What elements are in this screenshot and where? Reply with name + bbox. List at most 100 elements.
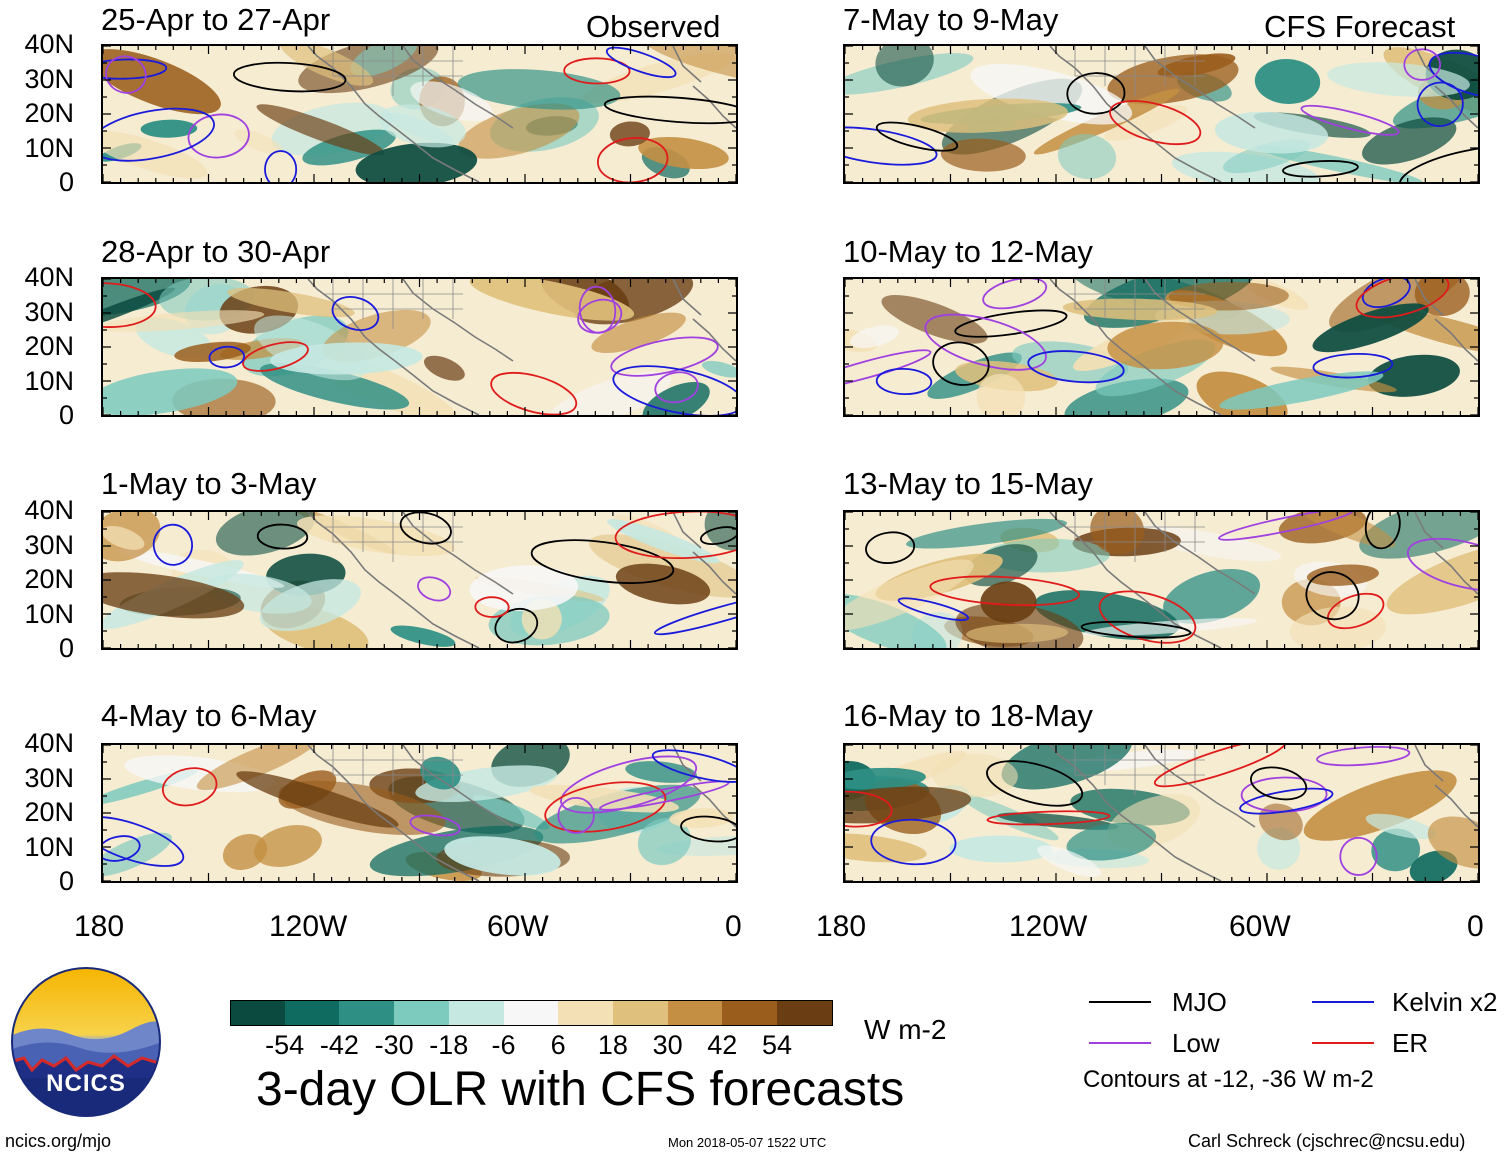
wave-contour xyxy=(603,95,736,125)
olr-anomaly-blob xyxy=(1386,540,1478,615)
wave-contour xyxy=(1109,100,1202,146)
olr-anomaly-blob xyxy=(1082,618,1258,636)
olr-anomaly-blob xyxy=(1329,279,1467,333)
olr-anomaly-blob xyxy=(457,69,621,110)
olr-anomaly-blob xyxy=(845,833,927,863)
wave-contour xyxy=(610,336,719,377)
olr-anomaly-blob xyxy=(1359,512,1478,559)
olr-anomaly-blob xyxy=(1163,568,1261,624)
colorbar-swatch xyxy=(722,1000,778,1026)
axis-ticks xyxy=(845,46,1478,182)
olr-map xyxy=(103,512,736,648)
olr-anomaly-blob xyxy=(254,824,322,868)
x-label-120w-right: 120W xyxy=(1009,910,1088,943)
colorbar-label: 54 xyxy=(761,1030,793,1060)
olr-map xyxy=(845,279,1478,415)
axis-ticks xyxy=(103,46,736,182)
wave-contour xyxy=(1355,279,1450,319)
panel-title-fcst-4: 16-May to 18-May xyxy=(843,698,1093,733)
x-label-60w-left: 60W xyxy=(487,910,549,943)
axis-ticks xyxy=(845,279,1478,415)
y-axis-label: 10N xyxy=(24,132,74,163)
olr-anomaly-blob xyxy=(103,572,245,619)
wave-contour xyxy=(232,61,347,93)
colorbar-swatch xyxy=(777,1000,834,1026)
colorbar-units: W m-2 xyxy=(864,1014,947,1045)
forecast-header: CFS Forecast xyxy=(1264,9,1456,44)
wave-contour xyxy=(954,309,1068,338)
panel-title-fcst-3: 13-May to 15-May xyxy=(843,466,1093,501)
olr-anomaly-blob xyxy=(469,565,579,612)
coastline xyxy=(1049,745,1478,881)
map-panel-fcst-3 xyxy=(843,510,1480,650)
wave-contour xyxy=(399,512,452,545)
footer-right: Carl Schreck (cjschrec@ncsu.edu) xyxy=(1188,1131,1466,1151)
wave-contour xyxy=(1428,51,1478,99)
ncics-logo-text: NCICS xyxy=(46,1070,126,1097)
y-axis-label: 10N xyxy=(24,831,74,862)
y-axis-label: 0 xyxy=(58,866,74,896)
wave-contour xyxy=(208,345,246,369)
olr-anomaly-blob xyxy=(1371,828,1421,872)
wave-contour xyxy=(1327,592,1385,630)
colorbar-label: -54 xyxy=(265,1030,305,1060)
olr-anomaly-blob xyxy=(103,287,176,334)
wave-contour xyxy=(932,341,990,386)
legend-label-er: ER xyxy=(1392,1028,1429,1058)
olr-anomaly-blob xyxy=(905,518,1068,549)
olr-anomaly-blob xyxy=(256,104,385,156)
wave-contour xyxy=(865,531,916,564)
olr-anomaly-blob xyxy=(473,795,550,830)
olr-anomaly-blob xyxy=(875,46,934,87)
olr-anomaly-blob xyxy=(949,835,1053,863)
panel-title-obs-3: 1-May to 3-May xyxy=(101,466,317,501)
y-axis-label: 40N xyxy=(24,495,74,525)
state-borders xyxy=(1067,745,1205,795)
wave-contour xyxy=(152,523,194,566)
wave-contour xyxy=(1300,104,1400,136)
axis-ticks xyxy=(103,512,736,648)
coastline xyxy=(1049,46,1478,182)
wave-contour xyxy=(103,58,168,80)
panel-title-obs-4: 4-May to 6-May xyxy=(101,698,317,733)
wave-contour xyxy=(162,767,218,807)
colorbar-label: -6 xyxy=(491,1030,516,1060)
olr-anomaly-blob xyxy=(940,138,1026,172)
wave-contour xyxy=(924,313,1047,371)
wave-contour xyxy=(490,371,578,415)
colorbar-swatch xyxy=(503,1000,559,1026)
olr-anomaly-blob xyxy=(103,310,265,332)
y-axis-label: 30N xyxy=(24,63,74,94)
state-borders xyxy=(325,46,463,96)
olr-anomaly-blob xyxy=(1219,371,1384,410)
wave-contour xyxy=(264,150,298,182)
state-borders xyxy=(325,745,463,795)
olr-anomaly-blob xyxy=(236,771,399,828)
olr-anomaly-blob xyxy=(215,512,315,556)
map-panel-obs-1 xyxy=(101,44,738,184)
colorbar-label: -42 xyxy=(319,1030,359,1060)
olr-anomaly-blob xyxy=(1362,117,1457,165)
wave-contour xyxy=(560,755,698,814)
olr-anomaly-blob xyxy=(420,756,461,790)
olr-anomaly-blob xyxy=(410,81,493,122)
olr-anomaly-blob xyxy=(591,312,686,353)
wave-contour xyxy=(1316,745,1411,767)
panel-title-fcst-1: 7-May to 9-May xyxy=(843,2,1059,37)
wave-contour xyxy=(1339,836,1378,876)
colorbar-swatch xyxy=(558,1000,614,1026)
observed-header: Observed xyxy=(586,9,721,44)
axis-ticks xyxy=(845,745,1478,881)
olr-anomaly-blob xyxy=(625,761,697,783)
colorbar-swatch xyxy=(448,1000,504,1026)
legend-label-kelvin: Kelvin x2 xyxy=(1392,987,1498,1017)
y-axis-label: 30N xyxy=(24,762,74,793)
olr-anomaly-blob xyxy=(701,360,736,378)
wave-contour xyxy=(1406,537,1478,592)
wave-contour xyxy=(256,523,309,550)
colorbar-label: 6 xyxy=(550,1030,566,1060)
y-axis-label: 20N xyxy=(24,331,74,361)
colorbar-label: -30 xyxy=(374,1030,414,1060)
olr-anomaly-blob xyxy=(642,382,710,415)
wave-contour xyxy=(653,593,736,636)
